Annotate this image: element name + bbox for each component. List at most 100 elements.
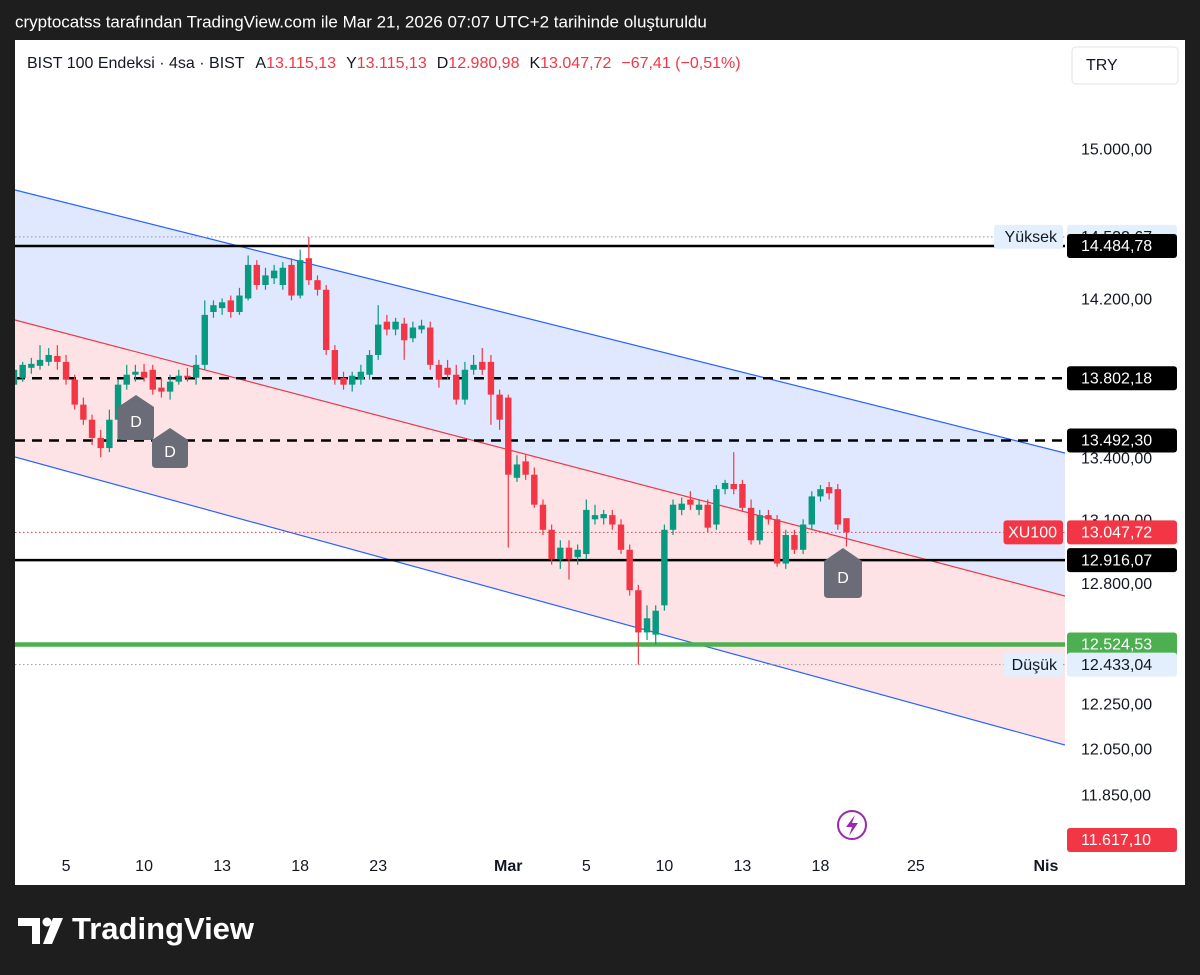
candle-body: [253, 264, 261, 285]
marker-shape: [118, 395, 154, 440]
candle-body: [730, 483, 737, 490]
brand-logo: [18, 917, 63, 944]
candle-body: [461, 369, 469, 400]
price-name: XU100: [1008, 525, 1057, 542]
candle-body: [635, 590, 642, 633]
y-tick-label: 12.800,00: [1081, 576, 1152, 593]
y-tick-label: 14.200,00: [1081, 292, 1152, 309]
candle-body: [695, 504, 703, 510]
candle-body: [756, 515, 763, 541]
candle-body: [626, 549, 633, 591]
candle-body: [210, 305, 217, 312]
candle-body: [279, 267, 287, 285]
ohlc-key: A: [255, 55, 266, 72]
channel-top-line: [15, 189, 1065, 454]
channel-bottom-line: [15, 456, 1065, 746]
candle-body: [366, 354, 373, 375]
price-lines: [15, 236, 1065, 666]
price-name: Yüksek: [1005, 229, 1058, 246]
x-tick-label: 13: [213, 858, 231, 875]
candle-body: [825, 487, 833, 494]
ohlc-key: D: [437, 55, 449, 72]
price-name-bg: [994, 224, 1063, 249]
candle-body: [574, 549, 581, 558]
x-tick-label: 23: [369, 858, 387, 875]
candle-body: [244, 264, 252, 299]
candle-body: [45, 354, 52, 362]
price-label: 12.524,53: [1081, 637, 1152, 654]
candle-body: [227, 300, 234, 312]
currency-box[interactable]: [1071, 46, 1179, 85]
candle-body: [140, 371, 148, 378]
candle-body: [496, 394, 503, 420]
y-tick-label: 11.850,00: [1081, 787, 1151, 804]
y-tick-label: 12.250,00: [1081, 696, 1152, 713]
price-label: 12.433,04: [1081, 657, 1152, 674]
ohlc-key: Y: [346, 55, 357, 72]
candle-body: [791, 535, 798, 550]
x-tick-label: 13: [734, 858, 752, 875]
candle-body: [62, 361, 70, 380]
candle-body: [123, 374, 130, 385]
candle-body: [479, 361, 486, 370]
marker-label: D: [130, 414, 142, 431]
candle-body: [296, 260, 304, 296]
candle-body: [409, 327, 417, 339]
candle-body: [522, 461, 529, 475]
ohlc-value: 13.047,72: [540, 55, 611, 72]
marker-shape: [152, 428, 188, 468]
chart-panel: [15, 40, 1185, 885]
brand: TradingView: [72, 911, 255, 946]
candle-body: [591, 515, 599, 520]
price-label: 11.617,10: [1081, 832, 1151, 849]
candle-body: [747, 507, 755, 541]
candle-body: [201, 314, 208, 365]
candle-body: [531, 474, 538, 505]
x-tick-label: Mar: [494, 858, 522, 875]
candle-body: [565, 547, 573, 560]
candle-body: [375, 324, 382, 355]
candle-body: [314, 280, 321, 290]
candle-body: [218, 302, 226, 309]
candle-body: [782, 535, 789, 564]
x-tick-label: 25: [907, 858, 925, 875]
x-tick-label: 18: [291, 858, 309, 875]
candle-body: [487, 361, 495, 395]
channel-fill-upper: [15, 190, 1065, 596]
candle-body: [357, 371, 365, 380]
candle-body: [149, 369, 156, 390]
price-label: 13.492,30: [1081, 433, 1152, 450]
candle-body: [28, 363, 35, 368]
candle-body: [583, 509, 590, 555]
candle-body: [427, 327, 434, 365]
candle-body: [799, 524, 807, 550]
marker-label: D: [164, 444, 176, 461]
price-label-bg: [1067, 548, 1177, 573]
candle-body: [687, 499, 694, 505]
candle-body: [557, 547, 564, 560]
candle-body: [19, 364, 26, 378]
y-tick-label: 12.050,00: [1081, 742, 1152, 759]
price-axis: 15.000,0014.200,0013.400,0013.100,0012.8…: [994, 141, 1177, 852]
candle-body: [106, 419, 113, 449]
price-label-bg: [1067, 828, 1177, 852]
candle-body: [704, 504, 711, 528]
candle-body: [444, 367, 451, 375]
candle-body: [80, 404, 87, 420]
symbol: BIST 100 Endeksi · 4sa · BIST: [27, 55, 245, 72]
legend: BIST 100 Endeksi · 4sa · BIST A 13.115,13 Y…: [27, 55, 741, 72]
credit: cryptocatss tarafından TradingView.com i…: [15, 12, 707, 31]
candle-body: [322, 289, 330, 351]
candle-body: [834, 489, 842, 525]
y-tick-label: 13.400,00: [1081, 451, 1152, 468]
candle-body: [114, 384, 122, 420]
ohlc-value: 13.115,13: [357, 55, 427, 72]
lightning-icon: [837, 810, 867, 840]
candle-body: [88, 419, 96, 438]
x-tick-label: 5: [62, 858, 71, 875]
ohlc-key: K: [529, 55, 540, 72]
candle-body: [331, 350, 339, 380]
candle-body: [392, 321, 399, 330]
candle-body: [669, 504, 677, 530]
candle-body: [652, 610, 659, 635]
